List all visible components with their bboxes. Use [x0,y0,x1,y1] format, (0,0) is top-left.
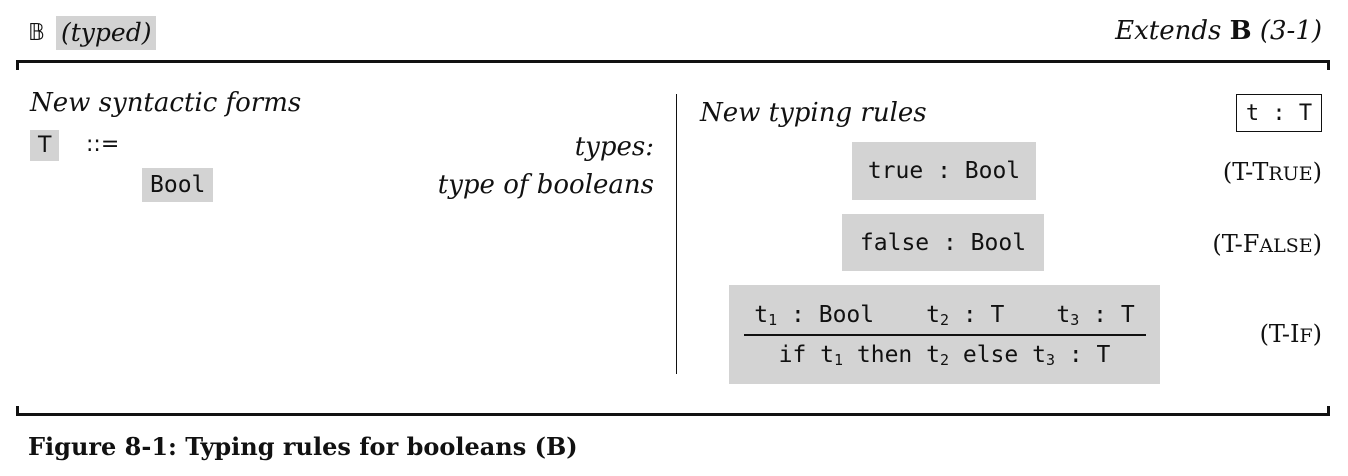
judgment-box: t : T [1236,94,1322,132]
bottom-right-tick [1327,406,1330,416]
concl-term: t [820,341,834,368]
figure-caption: Figure 8-1: Typing rules for booleans (B… [28,432,578,461]
premise-type: : T [949,301,1005,328]
premise-type: : T [1079,301,1135,328]
rule-t-true: true : Bool [852,142,1036,200]
extends-label: Extends B (3-1) [1115,16,1322,46]
concl-subscript: 3 [1045,350,1055,369]
rule-name-suffix: ) [1312,158,1322,186]
premise-subscript: 2 [939,310,950,329]
concl-type: : T [1055,341,1111,368]
concl-term: t [926,341,940,368]
rule-name-t-if: (T-IF) [1260,320,1322,348]
definition-symbol: ::= [86,132,120,157]
top-rule [16,60,1330,63]
premise-term: t [754,301,769,328]
column-divider [676,94,677,374]
rule-t-false: false : Bool [842,214,1044,271]
concl-subscript: 1 [834,350,844,369]
concl-term: t [1032,341,1046,368]
bottom-left-tick [16,406,19,416]
rule-name-first: F [1242,230,1260,258]
premise-type: : Bool [777,301,875,328]
bool-type-form: Bool [142,168,214,202]
type-metavariable: T [30,130,60,161]
bottom-rule [16,413,1330,416]
premise-term: t [926,301,940,328]
bool-type-description: type of booleans [437,170,654,200]
system-tag: (typed) [56,16,157,50]
rule-name-rest: F [1299,325,1313,347]
typing-title: New typing rules [700,98,927,128]
rule-premises: t1 : Bool t2 : T t3 : T [742,302,1146,328]
keyword-else: else [949,341,1033,368]
rule-conclusion: if t1 then t2 else t3 : T [779,342,1111,368]
rule-name-rest: RUE [1268,163,1313,185]
premise-subscript: 1 [768,310,778,329]
keyword-if: if [778,341,821,368]
inference-bar [743,333,1146,336]
rule-name-first: I [1289,320,1300,348]
premise-else: t3 : T [1056,302,1134,328]
extends-prefix: Extends [1115,16,1230,46]
rule-name-rest: ALSE [1259,235,1313,257]
rule-name-t-true: (T-TRUE) [1223,158,1322,186]
premise-term: t [1056,301,1071,328]
syntax-title: New syntactic forms [30,88,302,118]
rule-name-suffix: ) [1312,320,1322,348]
rule-name-prefix: (T- [1259,320,1290,348]
extends-ref: (3-1) [1251,16,1322,46]
premise-then: t2 : T [926,302,1004,328]
rule-name-t-false: (T-FALSE) [1212,230,1322,258]
system-symbol: 𝔹 [28,20,45,46]
rule-name-prefix: (T- [1212,230,1243,258]
keyword-then: then [843,341,927,368]
category-label: types: [574,132,654,162]
concl-subscript: 2 [939,350,950,369]
premise-guard: t1 : Bool [754,302,874,328]
rule-t-if: t1 : Bool t2 : T t3 : T if t1 then t2 el… [729,285,1160,384]
extends-name: B [1229,16,1252,46]
rule-name-suffix: ) [1312,230,1322,258]
rule-name-first: T [1252,158,1269,186]
top-right-tick [1327,60,1330,70]
rule-name-prefix: (T- [1222,158,1253,186]
premise-subscript: 3 [1070,310,1080,329]
top-left-tick [16,60,19,70]
